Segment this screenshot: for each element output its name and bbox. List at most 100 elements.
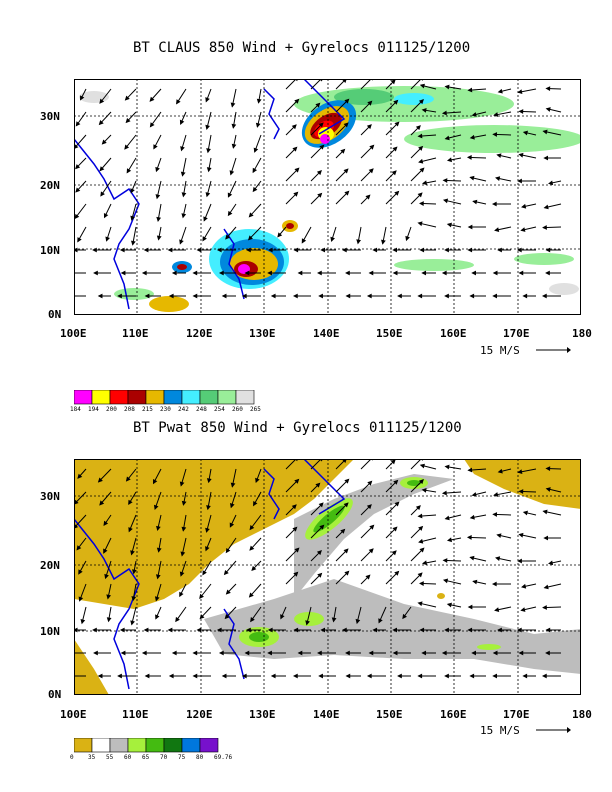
- wind-arrow-head: [355, 618, 361, 625]
- top-lon-170e: 170E: [503, 327, 530, 340]
- wind-arrow-head: [152, 478, 158, 485]
- wind-arrow-head: [394, 190, 400, 196]
- wind-arrow-head: [491, 201, 497, 207]
- wind-arrow-head: [421, 488, 427, 493]
- wind-arrow-head: [225, 234, 231, 240]
- wind-arrow-head: [492, 270, 498, 276]
- wind-arrow-head: [131, 596, 137, 602]
- wind-arrow-head: [518, 152, 524, 158]
- wind-arrow-head: [196, 247, 202, 253]
- wind-arrow-head: [381, 239, 386, 245]
- top-lon-110e: 110E: [122, 327, 149, 340]
- wind-arrow-head: [241, 293, 247, 299]
- wind-arrow-head: [192, 270, 198, 276]
- wind-arrow-head: [442, 198, 449, 204]
- wind-arrow-head: [179, 239, 184, 245]
- bottom-lon-150e: 150E: [376, 708, 403, 721]
- wind-arrow-head: [542, 509, 548, 515]
- wind-arrow-head: [205, 192, 211, 198]
- wind-arrow-head: [293, 571, 299, 577]
- wind-arrow-head: [394, 570, 400, 576]
- wind-arrow-head: [497, 247, 502, 253]
- wind-arrow-head: [441, 490, 447, 496]
- wind-arrow-head: [156, 547, 162, 553]
- wind-arrow-head: [517, 178, 522, 184]
- wind-arrow-head: [444, 247, 449, 253]
- wind-arrow-head: [343, 502, 349, 508]
- wind-arrow-head: [467, 247, 473, 253]
- wind-arrow-head: [495, 176, 501, 181]
- top-lon-120e: 120E: [186, 327, 213, 340]
- wind-arrow-head: [225, 589, 231, 595]
- colorbar-swatch: [91, 389, 111, 405]
- wind-arrow-head: [444, 84, 450, 90]
- wind-arrow-head: [205, 97, 210, 103]
- wind-arrow-head: [270, 293, 276, 299]
- wind-arrow-head: [345, 270, 350, 276]
- wind-arrow-head: [248, 592, 254, 598]
- wind-arrow-head: [518, 109, 524, 114]
- bottom-lon-140e: 140E: [313, 708, 340, 721]
- bottom-colorbar-swatches: [73, 737, 219, 753]
- wind-arrow-head: [97, 673, 103, 679]
- wind-arrow-head: [367, 100, 373, 106]
- wind-arrow-head: [422, 180, 428, 186]
- wind-arrow-head: [247, 235, 253, 241]
- bottom-panel-title: BT Pwat 850 Wind + Gyrelocs 011125/1200: [133, 420, 462, 436]
- bottom-lon-100e: 100E: [60, 708, 87, 721]
- wind-arrow-head: [365, 574, 371, 580]
- wind-arrow-head: [101, 139, 107, 145]
- wind-arrow-head: [494, 227, 500, 232]
- wind-arrow-head: [520, 227, 526, 232]
- wind-arrow-head: [345, 673, 351, 679]
- wind-arrow-head: [392, 627, 398, 633]
- wind-arrow-head: [492, 132, 498, 137]
- wind-arrow-head: [471, 650, 476, 656]
- wind-arrow-head: [418, 145, 424, 151]
- wind-arrow-head: [343, 168, 349, 174]
- wind-arrow-head: [543, 584, 549, 590]
- wind-arrow-head: [230, 102, 236, 108]
- wind-arrow-head: [466, 155, 472, 160]
- wind-arrow-head: [294, 167, 300, 173]
- wind-arrow-head: [301, 238, 307, 244]
- wind-arrow: [410, 459, 422, 470]
- wind-arrow-head: [392, 526, 398, 532]
- wind-arrow-head: [292, 146, 298, 152]
- wind-arrow-head: [418, 99, 424, 105]
- colorbar-label: 242: [178, 406, 189, 413]
- wind-arrow-head: [392, 270, 398, 276]
- wind-arrow-head: [119, 247, 125, 253]
- wind-arrow-head: [104, 573, 109, 580]
- colorbar-label: 184: [70, 406, 81, 413]
- wind-arrow-head: [545, 650, 550, 656]
- wind-arrow-head: [103, 548, 108, 554]
- wind-arrow-head: [267, 270, 272, 276]
- wind-arrow-head: [99, 500, 105, 506]
- wind-arrow-head: [294, 547, 300, 553]
- wind-arrow-head: [93, 650, 98, 656]
- wind-arrow-head: [344, 478, 350, 484]
- wind-arrow-head: [542, 605, 547, 610]
- bottom-lon-180: 180: [572, 708, 592, 721]
- wind-arrow-head: [297, 270, 303, 276]
- wind-arrow-head: [542, 673, 547, 679]
- wind-arrow-head: [444, 673, 449, 679]
- wind-arrow-head: [542, 129, 548, 135]
- top-lat-30n: 30N: [40, 110, 60, 123]
- wind-arrow-head: [372, 247, 378, 253]
- colorbar-label: 254: [214, 406, 225, 413]
- wind-arrow-head: [345, 293, 351, 299]
- wind-arrow-head: [192, 293, 198, 299]
- colorbar-label: 215: [142, 406, 153, 413]
- wind-arrow-head: [99, 98, 105, 104]
- wind-arrow-head: [248, 212, 254, 218]
- wind-arrow-head: [231, 143, 237, 149]
- wind-arrow-head: [492, 650, 498, 656]
- wind-arrow-head: [206, 167, 212, 173]
- wind-arrow-head: [205, 124, 211, 130]
- wind-arrow-head: [415, 125, 421, 131]
- wind-arrow-head: [105, 236, 110, 242]
- wind-arrow-head: [441, 270, 447, 276]
- wind-arrow-head: [517, 469, 523, 475]
